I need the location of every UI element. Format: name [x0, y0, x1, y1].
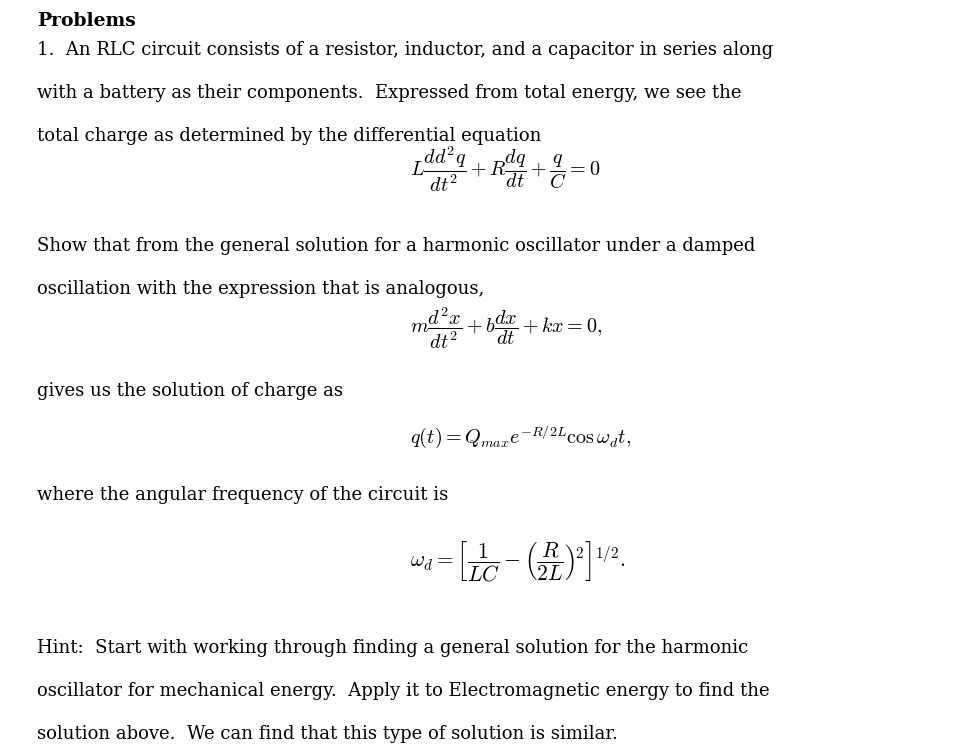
Text: $\omega_d = \left[\dfrac{1}{LC} - \left(\dfrac{R}{2L}\right)^{\!2}\right]^{1/2}.: $\omega_d = \left[\dfrac{1}{LC} - \left(… [410, 540, 626, 584]
Text: $m\dfrac{d^2x}{dt^2} + b\dfrac{dx}{dt} + kx = 0,$: $m\dfrac{d^2x}{dt^2} + b\dfrac{dx}{dt} +… [410, 305, 602, 351]
Text: $q(t) = Q_{max}e^{-R/2L}\cos\omega_d t,$: $q(t) = Q_{max}e^{-R/2L}\cos\omega_d t,$ [410, 424, 631, 451]
Text: solution above.  We can find that this type of solution is similar.: solution above. We can find that this ty… [37, 725, 618, 743]
Text: gives us the solution of charge as: gives us the solution of charge as [37, 382, 344, 400]
Text: oscillator for mechanical energy.  Apply it to Electromagnetic energy to find th: oscillator for mechanical energy. Apply … [37, 682, 770, 700]
Text: Problems: Problems [37, 12, 136, 30]
Text: $L\dfrac{dd^2q}{dt^2} + R\dfrac{dq}{dt} + \dfrac{q}{C} = 0$: $L\dfrac{dd^2q}{dt^2} + R\dfrac{dq}{dt} … [410, 144, 600, 194]
Text: Hint:  Start with working through finding a general solution for the harmonic: Hint: Start with working through finding… [37, 639, 749, 657]
Text: where the angular frequency of the circuit is: where the angular frequency of the circu… [37, 486, 448, 504]
Text: 1.  An RLC circuit consists of a resistor, inductor, and a capacitor in series a: 1. An RLC circuit consists of a resistor… [37, 41, 773, 60]
Text: with a battery as their components.  Expressed from total energy, we see the: with a battery as their components. Expr… [37, 84, 742, 103]
Text: total charge as determined by the differential equation: total charge as determined by the differ… [37, 127, 542, 146]
Text: Show that from the general solution for a harmonic oscillator under a damped: Show that from the general solution for … [37, 237, 755, 255]
Text: oscillation with the expression that is analogous,: oscillation with the expression that is … [37, 280, 484, 298]
